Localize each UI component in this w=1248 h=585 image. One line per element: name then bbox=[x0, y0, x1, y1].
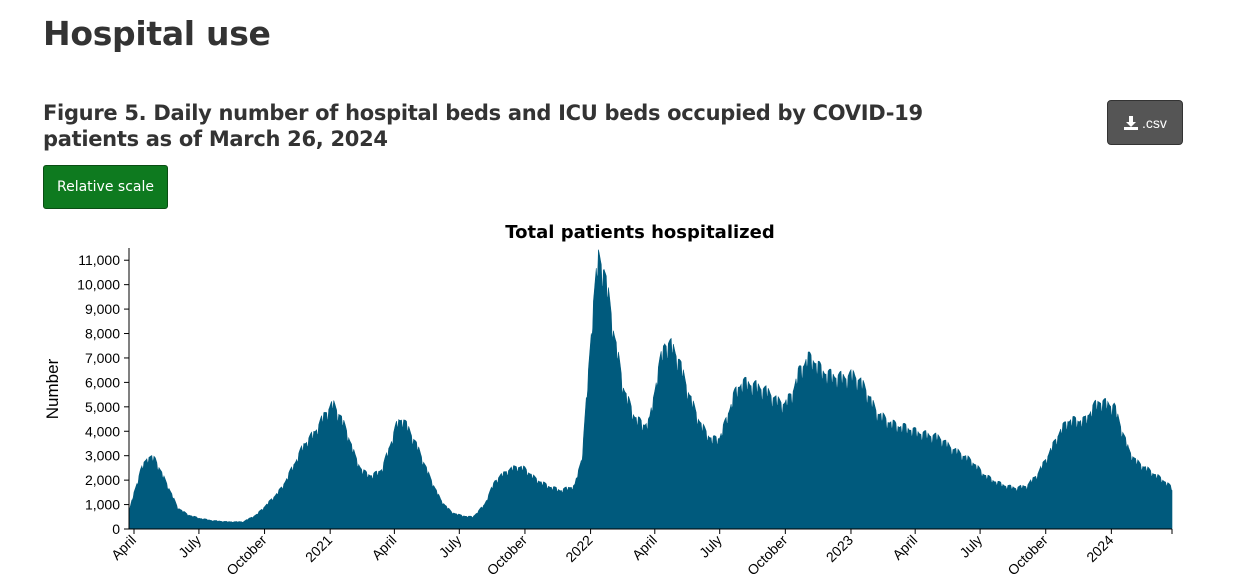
download-csv-label: .csv bbox=[1142, 114, 1167, 131]
section-title: Hospital use bbox=[43, 14, 271, 53]
y-tick-label: 5,000 bbox=[85, 399, 120, 415]
x-tick-label: July bbox=[956, 532, 985, 561]
y-tick-label: 11,000 bbox=[78, 252, 120, 268]
x-tick-label: 2021 bbox=[302, 532, 335, 565]
y-tick-label: 0 bbox=[112, 521, 120, 537]
x-tick-label: 2023 bbox=[823, 532, 856, 565]
download-csv-button[interactable]: .csv bbox=[1107, 100, 1183, 145]
x-tick-label: October bbox=[1004, 532, 1051, 579]
x-tick-label: 2024 bbox=[1083, 532, 1116, 565]
x-tick-label: October bbox=[223, 532, 270, 579]
y-axis-title: Number bbox=[43, 358, 62, 419]
y-tick-label: 8,000 bbox=[85, 326, 120, 342]
x-tick-label: April bbox=[629, 532, 660, 563]
x-tick-label: October bbox=[484, 532, 531, 579]
x-tick-label: October bbox=[744, 532, 791, 579]
chart-title: Total patients hospitalized bbox=[505, 222, 774, 243]
x-tick-label: July bbox=[436, 532, 465, 561]
y-tick-label: 1,000 bbox=[85, 497, 120, 513]
x-tick-label: July bbox=[175, 532, 204, 561]
y-tick-label: 10,000 bbox=[77, 277, 120, 293]
relative-scale-button[interactable]: Relative scale bbox=[43, 165, 168, 209]
y-tick-label: 2,000 bbox=[85, 472, 120, 488]
figure-title: Figure 5. Daily number of hospital beds … bbox=[43, 101, 923, 151]
y-tick-label: 6,000 bbox=[85, 374, 120, 390]
x-tick-label: April bbox=[889, 532, 920, 563]
download-icon bbox=[1123, 115, 1139, 131]
x-tick-label: 2022 bbox=[562, 532, 595, 565]
x-tick-label: July bbox=[696, 532, 725, 561]
y-tick-label: 3,000 bbox=[85, 448, 120, 464]
y-tick-label: 9,000 bbox=[85, 301, 120, 317]
x-tick-label: April bbox=[368, 532, 399, 563]
y-tick-label: 4,000 bbox=[85, 423, 120, 439]
series-area-total-patients bbox=[128, 249, 1173, 530]
y-tick-label: 7,000 bbox=[85, 350, 120, 366]
